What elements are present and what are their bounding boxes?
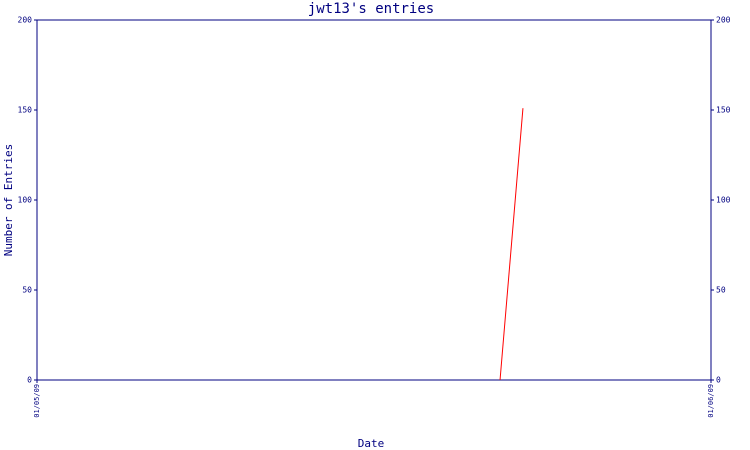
y2-tick-label: 0 [716, 376, 721, 385]
y2-tick-label: 100 [716, 196, 731, 205]
data-line [499, 108, 524, 381]
y2-tick-label: 150 [716, 106, 731, 115]
y-tick-label: 0 [27, 376, 32, 385]
y-tick-label: 150 [18, 106, 33, 115]
plot-frame [36, 19, 712, 381]
x-tick-label: 01/06/09 [707, 384, 715, 418]
y2-tick-label: 50 [716, 286, 726, 295]
chart-title: jwt13's entries [308, 1, 434, 17]
y-tick-label: 50 [22, 286, 32, 295]
y-axis-label: Number of Entries [2, 144, 15, 257]
x-tick-label: 01/05/09 [33, 384, 41, 418]
x-axis-label: Date [358, 437, 385, 450]
y-tick-label: 200 [18, 16, 33, 25]
y2-tick-label: 200 [716, 16, 731, 25]
y-tick-label: 100 [18, 196, 33, 205]
